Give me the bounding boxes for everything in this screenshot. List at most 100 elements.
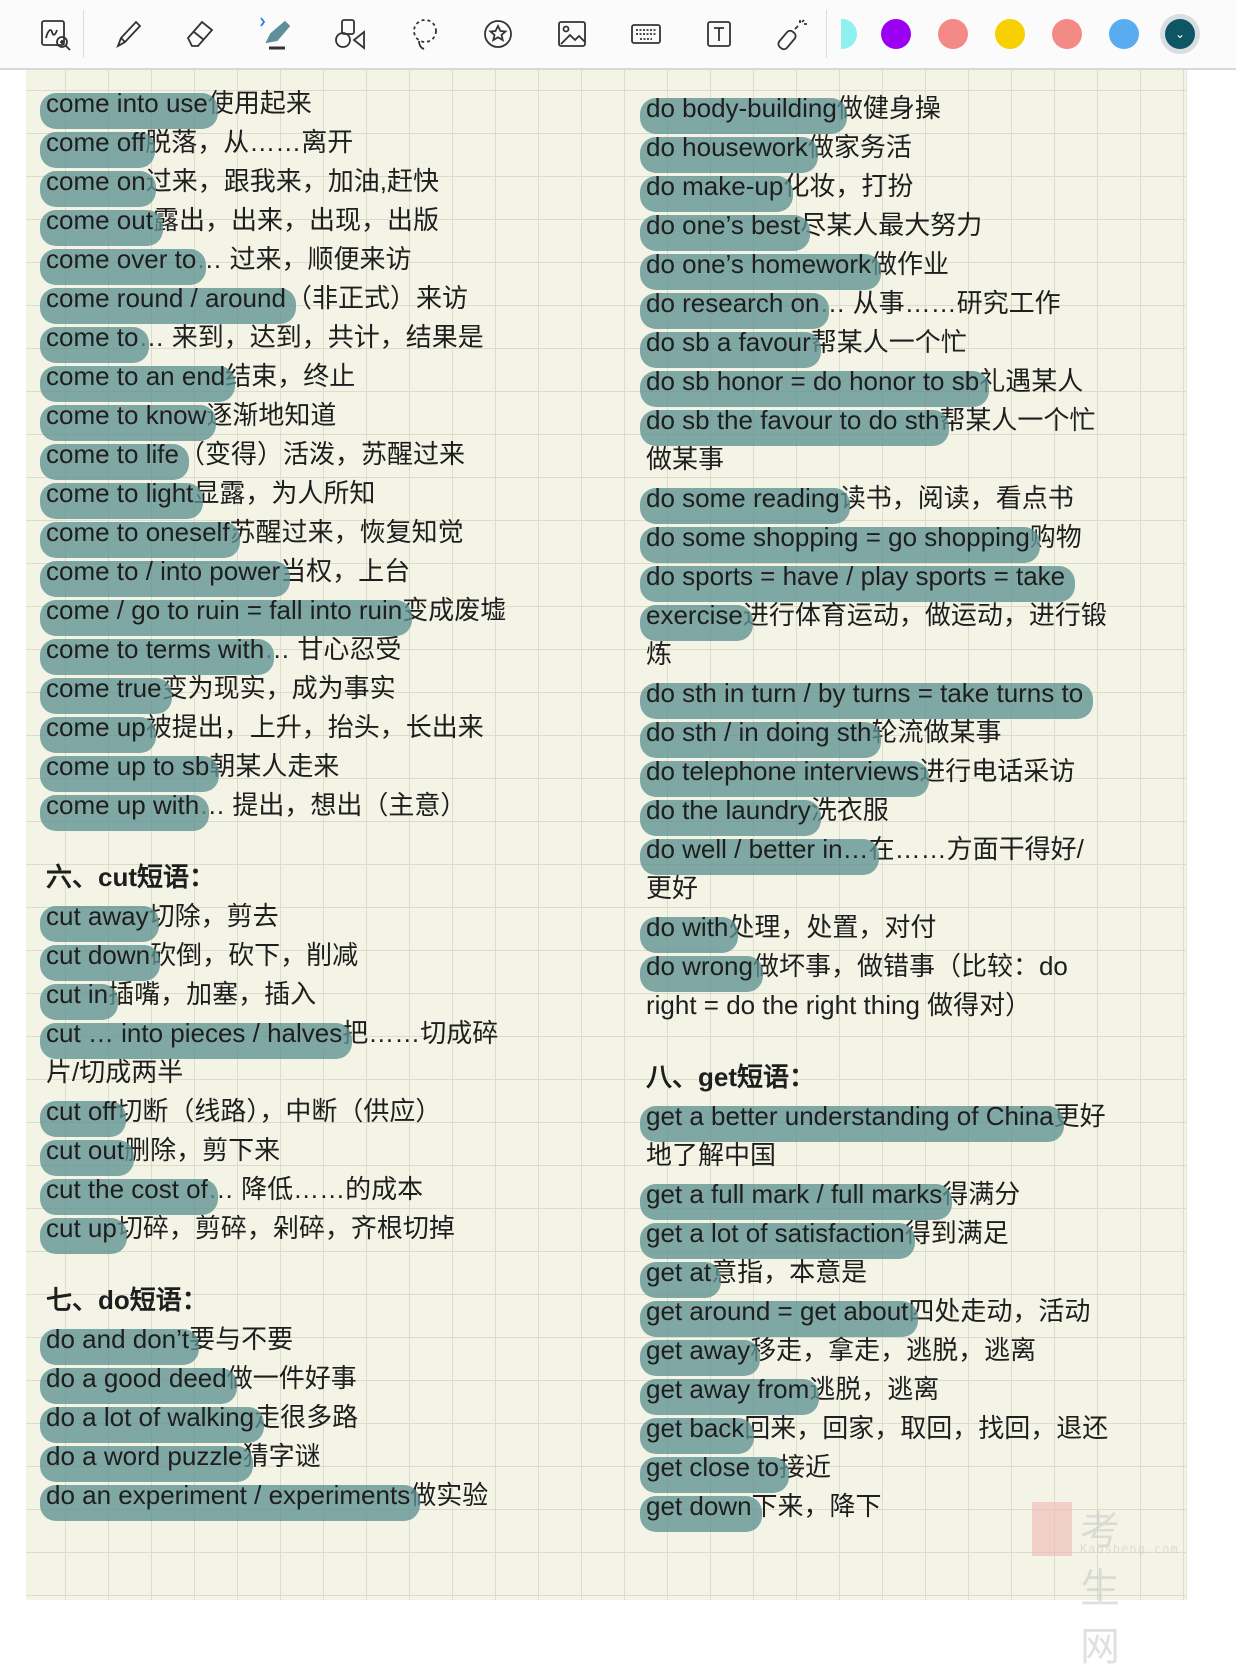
- highlighted-phrase: get down: [640, 1487, 762, 1532]
- color-swatch[interactable]: [841, 19, 857, 49]
- laser-pointer-tool-button[interactable]: [772, 14, 812, 54]
- phrase-meaning: 被提出，上升，抬头，长出来: [145, 712, 484, 742]
- highlighted-phrase: do wrong: [640, 947, 763, 992]
- highlighted-phrase: come into use: [40, 84, 218, 129]
- highlighted-phrase: come off: [39, 123, 156, 168]
- phrase-text: do the laundry: [646, 795, 811, 825]
- highlighted-phrase: cut down: [39, 936, 161, 981]
- color-swatch[interactable]: [1109, 19, 1139, 49]
- phrase-entry: come to / into power当权，上台: [39, 552, 606, 597]
- phrase-text: get around = get about: [646, 1296, 909, 1326]
- phrase-text: cut in: [46, 979, 109, 1009]
- phrase-entry: 片/切成两半: [46, 1053, 606, 1092]
- phrase-meaning: 处理，处置，对付: [728, 912, 937, 942]
- phrase-entry: 地了解中国: [646, 1136, 1186, 1175]
- highlighted-phrase: come up to sb: [39, 747, 220, 792]
- phrase-meaning: 切除，剪去: [148, 901, 279, 931]
- phrase-text: get away: [646, 1335, 751, 1365]
- keyboard-tool-button[interactable]: [626, 14, 666, 54]
- phrase-text: get a better understanding of China: [646, 1101, 1054, 1131]
- highlighted-phrase: come up with: [39, 786, 210, 831]
- phrase-entry: do housework做家务活: [640, 128, 1186, 173]
- highlighter-icon: [260, 17, 291, 50]
- phrase-text: do an experiment / experiments: [46, 1480, 411, 1510]
- phrase-entry: come up with… 提出，想出（主意）: [39, 786, 606, 831]
- phrase-meaning: 炼: [646, 639, 673, 669]
- phrase-meaning: （变得）活泼，苏醒过来: [178, 439, 465, 469]
- highlighted-phrase: do sb the favour to do sth: [639, 401, 950, 446]
- highlighted-phrase: come to / into power: [39, 552, 291, 597]
- phrase-text: come into use: [46, 88, 208, 118]
- phrase-text: do some shopping = go shopping: [646, 522, 1030, 552]
- notebook-page: [26, 70, 1187, 1600]
- watermark-cn: 考生网: [1080, 1508, 1120, 1670]
- highlighted-phrase: do sb honor = do honor to sb: [639, 362, 990, 407]
- color-swatch[interactable]: [995, 19, 1025, 49]
- phrase-entry: do body-building做健身操: [640, 89, 1186, 134]
- phrase-text: do sth / in doing sth: [646, 717, 872, 747]
- highlighted-phrase: come up: [40, 708, 156, 753]
- color-swatch[interactable]: ⌄: [1165, 19, 1195, 49]
- phrase-entry: do sth / in doing sth轮流做某事: [639, 713, 1186, 758]
- phrase-text: do sb a favour: [646, 327, 811, 357]
- zoom-draw-tool-button[interactable]: [35, 14, 75, 54]
- sticker-tool-button[interactable]: [478, 14, 518, 54]
- phrase-text: do sports = have / play sports = take: [646, 561, 1066, 591]
- phrase-entry: get around = get about四处走动，活动: [639, 1292, 1186, 1337]
- toolbar: ⌄: [0, 0, 1236, 70]
- highlighted-phrase: do body-building: [640, 89, 847, 134]
- phrase-meaning: 朝某人走来: [209, 751, 340, 781]
- phrase-text: get a lot of satisfaction: [646, 1218, 905, 1248]
- shapes-tool-button[interactable]: [330, 14, 370, 54]
- phrase-entry: 更好: [646, 869, 1186, 908]
- phrase-entry: do and don’t要与不要: [39, 1320, 606, 1365]
- phrase-text: come over to: [46, 244, 197, 274]
- image-tool-button[interactable]: [552, 14, 592, 54]
- phrase-entry: do a good deed做一件好事: [40, 1359, 606, 1404]
- lasso-tool-button[interactable]: [405, 14, 445, 54]
- phrase-entry: get close to接近: [640, 1448, 1186, 1493]
- phrase-text: get down: [646, 1491, 752, 1521]
- highlighted-phrase: cut off: [39, 1092, 127, 1137]
- highlighted-phrase: exercise: [640, 596, 753, 641]
- phrase-meaning: 更好: [646, 873, 699, 903]
- highlighted-phrase: do an experiment / experiments: [39, 1476, 421, 1521]
- phrase-text: do wrong: [646, 951, 753, 981]
- color-swatch[interactable]: [881, 19, 911, 49]
- phrase-entry: come over to… 过来，顺便来访: [39, 240, 606, 285]
- phrase-meaning: 做健身操: [836, 93, 941, 123]
- phrase-entry: come to an end结束，终止: [39, 357, 606, 402]
- phrase-meaning: 做家务活: [807, 132, 912, 162]
- phrase-meaning: 地了解中国: [646, 1140, 777, 1170]
- phrase-text: cut the cost of: [46, 1174, 208, 1204]
- color-swatch[interactable]: [1052, 19, 1082, 49]
- chevron-down-icon: ⌄: [1174, 27, 1186, 41]
- phrase-meaning: 走很多路: [254, 1402, 359, 1432]
- phrase-text: get at: [646, 1257, 712, 1287]
- highlighted-phrase: get a full mark / full marks: [639, 1175, 953, 1220]
- phrase-meaning: 当权，上台: [280, 556, 411, 586]
- phrase-entry: do research on… 从事……研究工作: [639, 284, 1186, 329]
- phrase-entry: cut out删除，剪下来: [39, 1131, 606, 1176]
- color-swatch[interactable]: [938, 19, 968, 49]
- phrase-meaning: 使用起来: [207, 88, 312, 118]
- section-heading: 六、cut短语：: [46, 862, 216, 892]
- highlighted-phrase: get away from: [639, 1370, 820, 1415]
- phrase-text: exercise: [646, 600, 743, 630]
- highlighted-phrase: do one’s best: [639, 206, 811, 251]
- highlighted-phrase: cut the cost of: [40, 1170, 218, 1215]
- watermark-logo: [1032, 1502, 1072, 1556]
- highlighted-phrase: come to know: [39, 396, 217, 441]
- phrase-meaning: 切断（线路），中断（供应）: [116, 1096, 442, 1126]
- phrase-entry: cut in插嘴，加塞，插入: [39, 975, 606, 1020]
- highlighter-tool-button[interactable]: [255, 14, 295, 54]
- phrase-meaning: 做作业: [871, 249, 950, 279]
- pencil-tool-button[interactable]: [108, 14, 148, 54]
- eraser-tool-button[interactable]: [180, 14, 220, 54]
- phrase-text: get away from: [646, 1374, 810, 1404]
- lasso-icon: [413, 19, 437, 50]
- highlighted-phrase: do sb a favour: [640, 323, 821, 368]
- text-box-tool-button[interactable]: [699, 14, 739, 54]
- phrase-text: come up to sb: [46, 751, 210, 781]
- phrase-meaning: 变为现实，成为事实: [161, 673, 396, 703]
